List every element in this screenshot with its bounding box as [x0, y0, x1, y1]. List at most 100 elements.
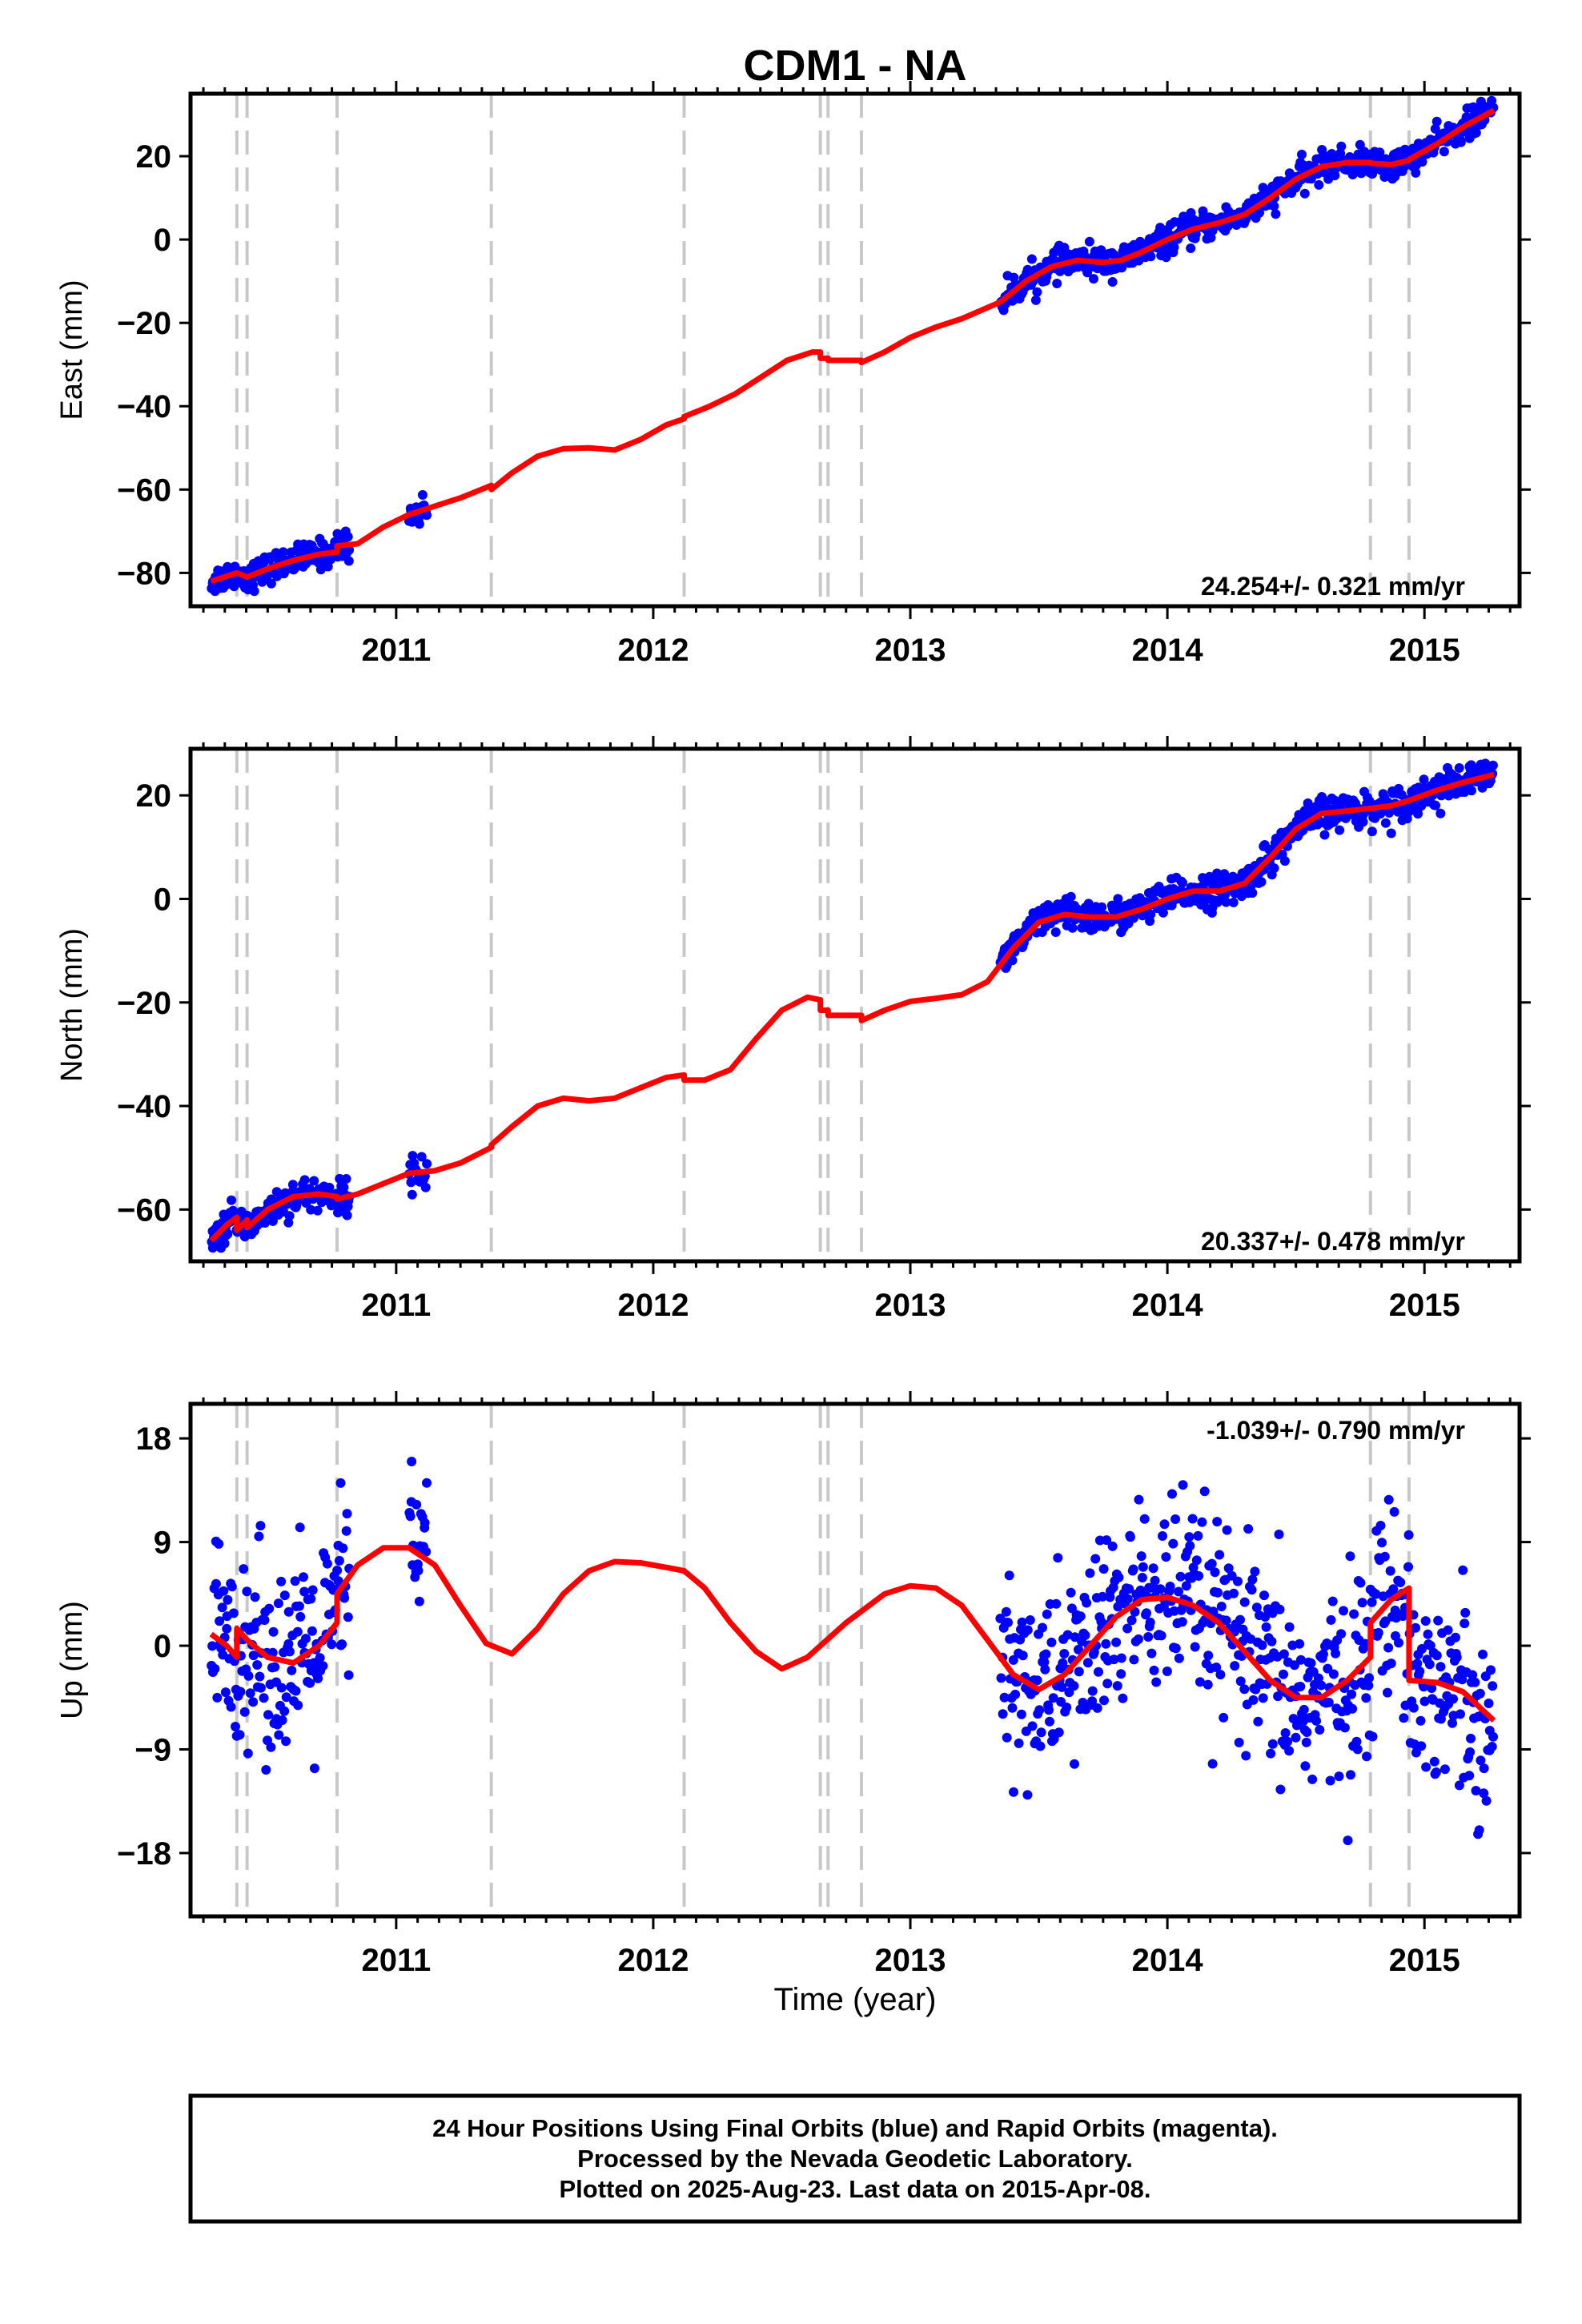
data-point — [1289, 1660, 1299, 1671]
data-point — [1465, 1747, 1476, 1757]
data-point — [1486, 1665, 1496, 1675]
data-point — [228, 1608, 239, 1618]
data-point — [1336, 1629, 1347, 1639]
data-point — [1454, 1780, 1464, 1791]
data-point — [1299, 188, 1310, 199]
data-point — [264, 1603, 275, 1614]
data-point — [1004, 1570, 1014, 1581]
data-point — [341, 1526, 351, 1536]
data-point — [1146, 251, 1156, 262]
data-point — [1394, 1638, 1403, 1648]
data-point — [1484, 1699, 1494, 1708]
data-point — [1235, 1614, 1245, 1625]
data-point — [299, 1175, 310, 1185]
data-point — [1487, 1742, 1497, 1751]
data-point — [279, 1706, 290, 1716]
data-point — [343, 1670, 354, 1680]
data-point — [313, 1673, 323, 1683]
footer-box: 24 Hour Positions Using Final Orbits (bl… — [188, 2093, 1522, 2224]
y-tick-label: 0 — [154, 882, 171, 917]
north-panel: −60 −40 −20 0 20 2011 2012 2013 2014 2015 North (m… — [55, 736, 1531, 1323]
data-point — [1181, 1581, 1191, 1591]
data-point — [291, 1686, 301, 1696]
data-point — [1007, 1703, 1018, 1713]
data-point — [1431, 1651, 1442, 1661]
data-point — [1178, 1480, 1188, 1490]
data-point — [1346, 1770, 1355, 1780]
data-point — [1439, 1764, 1450, 1775]
data-point — [1318, 1649, 1328, 1659]
x-tick-label: 2013 — [875, 633, 946, 668]
data-point — [1222, 1525, 1232, 1535]
data-point — [334, 1555, 344, 1566]
y-tick-label: −9 — [135, 1732, 171, 1767]
data-point — [1253, 1716, 1263, 1727]
data-point — [1087, 1686, 1098, 1696]
data-point — [1307, 1774, 1318, 1784]
data-point — [1102, 1679, 1113, 1689]
data-point — [1102, 1535, 1112, 1546]
data-point — [1451, 1632, 1460, 1642]
data-point — [1284, 1622, 1295, 1632]
y-tick-label: 20 — [136, 139, 172, 175]
data-point — [1388, 1584, 1399, 1594]
data-point — [1098, 1591, 1108, 1602]
data-point — [1151, 1677, 1162, 1687]
data-point — [1326, 1614, 1336, 1625]
data-point — [1386, 1659, 1396, 1669]
data-point — [1398, 1611, 1408, 1621]
data-point — [1347, 1703, 1358, 1714]
data-point — [1039, 1657, 1050, 1667]
data-point — [295, 1611, 306, 1622]
data-point — [1383, 1687, 1392, 1698]
data-point — [1470, 1677, 1480, 1687]
plot-frame — [188, 91, 1522, 609]
data-point — [1335, 825, 1345, 835]
data-point — [239, 1707, 250, 1717]
data-point — [1199, 1486, 1210, 1497]
data-point — [277, 1715, 287, 1725]
data-point — [1223, 1563, 1234, 1574]
data-point — [1269, 863, 1279, 874]
data-point — [1371, 1589, 1381, 1599]
data-point — [405, 1511, 416, 1522]
y-tick-label: −40 — [117, 1089, 171, 1124]
data-point — [1207, 1558, 1217, 1569]
data-point — [1146, 909, 1156, 919]
data-point — [422, 510, 432, 521]
data-point — [1399, 1713, 1409, 1723]
data-point — [1295, 1682, 1306, 1691]
data-point — [343, 556, 354, 566]
data-point — [1010, 1689, 1021, 1699]
data-point — [278, 547, 288, 557]
data-point — [1026, 254, 1037, 264]
data-point — [281, 1736, 291, 1747]
data-point — [245, 1688, 255, 1699]
data-point — [1314, 179, 1324, 190]
data-point — [1116, 1669, 1126, 1679]
data-point — [1082, 1658, 1093, 1668]
y-tick-label: 18 — [136, 1421, 172, 1457]
data-point — [268, 1626, 279, 1637]
data-point — [1479, 1788, 1489, 1799]
data-point — [1481, 1795, 1492, 1806]
data-point — [1174, 1586, 1184, 1597]
data-point — [1367, 1731, 1378, 1742]
data-point — [284, 1211, 295, 1221]
data-point — [1128, 1564, 1138, 1574]
data-point — [1177, 1617, 1187, 1627]
data-point — [1383, 1642, 1394, 1653]
data-point — [1343, 1835, 1353, 1846]
data-point — [207, 1641, 218, 1651]
data-point — [1279, 1649, 1289, 1659]
data-point — [1070, 1759, 1079, 1769]
data-point — [1145, 1617, 1155, 1627]
data-point — [1476, 1755, 1486, 1766]
data-point — [1431, 116, 1442, 127]
data-point — [1184, 1532, 1195, 1542]
data-point — [1156, 1630, 1166, 1641]
data-point — [1251, 1602, 1262, 1613]
data-point — [1375, 1521, 1386, 1530]
x-tick-label: 2015 — [1389, 1288, 1460, 1323]
data-point — [996, 1673, 1006, 1683]
